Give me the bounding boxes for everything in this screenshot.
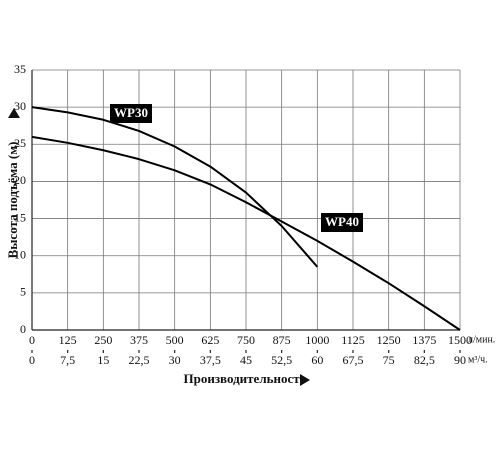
- x2-tick-label: 45: [240, 353, 252, 367]
- x-tick-label: 500: [166, 333, 184, 347]
- y-tick-label: 10: [14, 247, 26, 261]
- y-tick-label: 25: [14, 136, 26, 150]
- x2-tick-label: 82,5: [414, 353, 435, 367]
- x-tick-label: 875: [273, 333, 291, 347]
- x-tick-label: 750: [237, 333, 255, 347]
- x2-tick-label: 15: [97, 353, 109, 367]
- legend-tag: WP40: [325, 214, 359, 229]
- x-tick-label: 250: [94, 333, 112, 347]
- y-axis-arrow: [8, 108, 20, 118]
- x2-tick-label: 37,5: [200, 353, 221, 367]
- x2-tick-label: 60: [311, 353, 323, 367]
- x2-tick-label: 52,5: [271, 353, 292, 367]
- x2-tick-label: 75: [383, 353, 395, 367]
- y-tick-label: 5: [20, 285, 26, 299]
- x2-tick-label: 67,5: [343, 353, 364, 367]
- x2-tick-label: 90: [454, 353, 466, 367]
- y-tick-label: 15: [14, 210, 26, 224]
- y-tick-label: 35: [14, 62, 26, 76]
- legend-tag-box: [321, 213, 363, 232]
- x-tick-label: 125: [59, 333, 77, 347]
- x-tick-label: 1125: [341, 333, 365, 347]
- x2-tick-label: 7,5: [60, 353, 75, 367]
- x-axis-label: Производительность: [183, 371, 306, 386]
- legend-tag: WP30: [114, 105, 148, 120]
- x-tick-label: 1375: [412, 333, 436, 347]
- x-tick-label: 1000: [305, 333, 329, 347]
- x-tick-label: 375: [130, 333, 148, 347]
- x-tick-label: 0: [29, 333, 35, 347]
- x-tick-label: 1500: [448, 333, 472, 347]
- legend-tag-box: [110, 104, 152, 123]
- x2-unit: м³/ч.: [468, 354, 488, 365]
- x2-tick-label: 30: [169, 353, 181, 367]
- x-axis-arrow: [300, 374, 310, 386]
- y-tick-label: 0: [20, 322, 26, 336]
- y-axis-label: Высота подъёма (м): [5, 142, 20, 259]
- x2-tick-label: 22,5: [129, 353, 150, 367]
- x-tick-label: 625: [201, 333, 219, 347]
- y-tick-label: 30: [14, 99, 26, 113]
- x2-tick-label: 0: [29, 353, 35, 367]
- x-unit: л/мин.: [468, 334, 495, 345]
- curve: [31, 135, 461, 331]
- x-tick-label: 1250: [377, 333, 401, 347]
- y-tick-label: 20: [14, 173, 26, 187]
